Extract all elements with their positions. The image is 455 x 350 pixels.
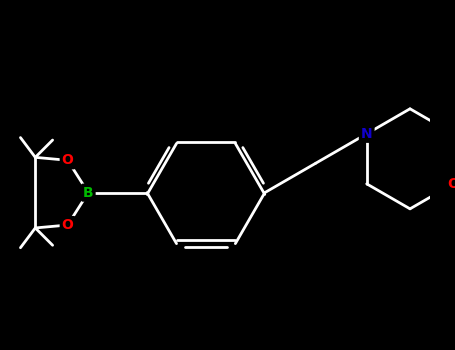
Text: O: O: [62, 153, 74, 167]
Text: O: O: [62, 218, 74, 232]
Text: O: O: [447, 177, 455, 191]
Text: B: B: [83, 186, 94, 199]
Text: N: N: [361, 127, 373, 141]
